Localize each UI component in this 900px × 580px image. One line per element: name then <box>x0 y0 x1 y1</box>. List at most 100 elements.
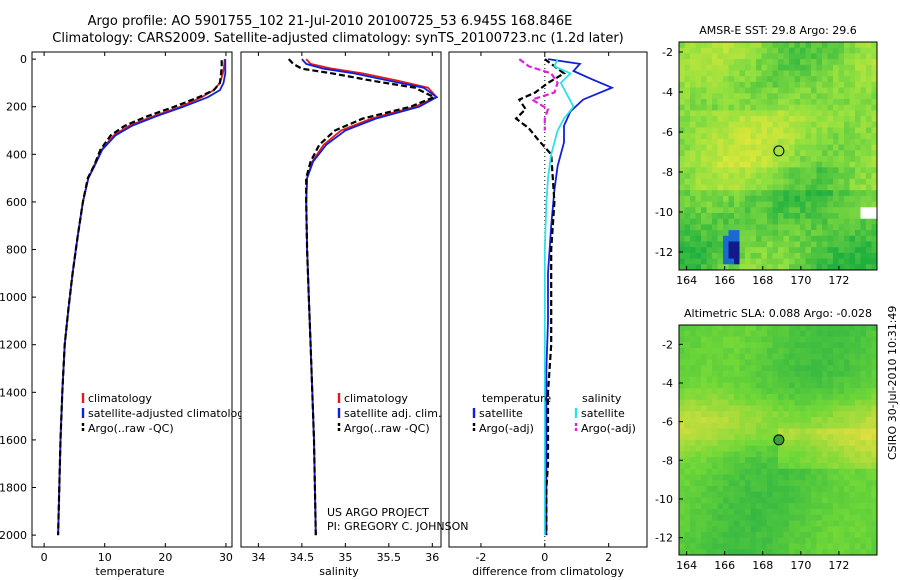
sst-cell <box>849 81 856 88</box>
sla-cell <box>761 480 768 487</box>
sla-cell <box>723 543 729 550</box>
sst-cell <box>800 47 806 54</box>
sst-cell <box>684 121 691 128</box>
sla-cell <box>800 486 806 493</box>
sla-cell <box>701 457 707 464</box>
sla-cell <box>734 543 740 550</box>
sla-cell <box>756 382 762 389</box>
sla-cell <box>827 497 834 504</box>
sst-cell <box>750 258 757 265</box>
sla-cell <box>866 486 872 493</box>
sla-cell <box>805 537 812 544</box>
sst-cell <box>756 224 762 231</box>
sst-cell <box>690 53 696 60</box>
sla-cell <box>756 336 762 343</box>
sst-cell <box>734 173 740 180</box>
sst-cell <box>849 116 856 123</box>
sla-cell <box>794 428 801 435</box>
sla-cell <box>783 457 790 464</box>
sst-cell <box>827 241 834 248</box>
sst-cell <box>794 213 801 220</box>
sla-cell <box>855 532 861 539</box>
sla-cell <box>745 365 751 372</box>
sst-cell <box>739 190 746 197</box>
sst-cell <box>822 178 828 185</box>
sla-cell <box>844 457 850 464</box>
sla-cell <box>800 399 806 406</box>
sla-cell <box>833 532 839 539</box>
sla-cell <box>745 474 751 481</box>
sla-cell <box>783 422 790 429</box>
sla-cell <box>838 399 845 406</box>
sst-cell <box>844 76 850 83</box>
sst-cell <box>860 213 867 220</box>
sla-cell <box>750 509 757 516</box>
sst-cell <box>695 70 702 77</box>
sla-cell <box>822 342 828 349</box>
sla-cell <box>712 399 718 406</box>
sst-cell <box>827 195 834 202</box>
sla-cell <box>701 382 707 389</box>
sst-cell <box>800 138 806 145</box>
sla-cell <box>860 463 867 470</box>
sst-ytick-label: -2 <box>662 46 673 59</box>
sst-cell <box>745 53 751 60</box>
sla-cell <box>838 468 845 475</box>
sla-cell <box>849 514 856 521</box>
sst-cell <box>756 173 762 180</box>
sst-cell <box>701 258 707 265</box>
sla-cell <box>772 417 779 424</box>
sst-cell <box>816 173 823 180</box>
sst-cell <box>723 87 729 94</box>
sst-cell <box>679 93 685 100</box>
sst-cell <box>833 235 839 242</box>
sst-cell <box>838 47 845 54</box>
sst-cell <box>783 47 790 54</box>
sst-cell <box>679 207 685 214</box>
sla-cell <box>844 463 850 470</box>
sla-cell <box>756 474 762 481</box>
sla-cell <box>794 342 801 349</box>
figure-title-line2: Climatology: CARS2009. Satellite-adjuste… <box>52 31 624 46</box>
sla-ytick-label: -2 <box>662 338 673 351</box>
sst-cell <box>811 252 817 259</box>
sst-cell <box>706 144 713 151</box>
sst-cell <box>750 241 757 248</box>
sst-cell <box>794 127 801 134</box>
sst-cell <box>789 161 795 168</box>
sst-cell <box>706 190 713 197</box>
sla-cell <box>816 491 823 498</box>
sst-cell <box>811 93 817 100</box>
sla-cell <box>761 382 768 389</box>
sla-cell <box>805 543 812 550</box>
sla-cell <box>739 549 746 556</box>
sst-cell <box>695 235 702 242</box>
sst-cell <box>827 264 834 271</box>
sla-cell <box>833 405 839 412</box>
sla-cell <box>816 405 823 412</box>
sst-cell <box>827 133 834 140</box>
sla-cell <box>778 388 784 395</box>
sla-cell <box>772 543 779 550</box>
sst-cell <box>855 235 861 242</box>
sla-cell <box>794 434 801 441</box>
sla-cell <box>745 376 751 383</box>
sla-cell <box>739 497 746 504</box>
temp-legend-2-label: Argo(..raw -QC) <box>88 422 174 435</box>
sla-cell <box>871 486 878 493</box>
sst-cell <box>728 195 735 202</box>
sla-cell <box>860 480 867 487</box>
sst-cell <box>772 207 779 214</box>
sst-cell <box>679 252 685 259</box>
sla-cell <box>822 394 828 401</box>
sst-cell <box>833 138 839 145</box>
sst-cell <box>717 59 724 66</box>
salinity-series-satellite-adj-clim- <box>301 58 439 536</box>
sst-cell <box>838 190 845 197</box>
sla-cell <box>701 549 707 556</box>
sla-cell <box>871 336 878 343</box>
sla-cell <box>844 336 850 343</box>
sst-cell <box>860 99 867 106</box>
sla-cell <box>717 382 724 389</box>
sst-cell <box>745 201 751 208</box>
